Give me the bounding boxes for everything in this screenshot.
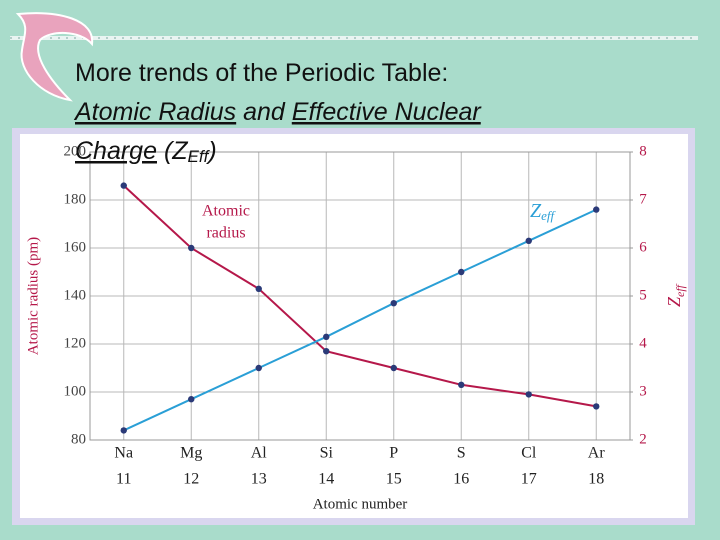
data-point <box>323 333 330 340</box>
x-tick-label: Si <box>320 445 334 462</box>
x-tick-number: 12 <box>183 471 199 488</box>
y-tick-label: 200 <box>64 143 87 159</box>
y-tick-label: 120 <box>64 335 87 351</box>
chart-panel <box>20 134 688 518</box>
title-segment: and <box>236 98 292 126</box>
y-tick-label: 180 <box>64 191 87 207</box>
title-segment: Charge <box>75 137 157 165</box>
annotation-zeff: Zeff <box>530 200 557 223</box>
x-tick-number: 14 <box>318 471 334 488</box>
x-tick-label: Al <box>251 445 268 462</box>
y2-tick-label: 7 <box>639 191 647 207</box>
data-point <box>255 364 262 372</box>
data-point <box>188 244 195 252</box>
x-tick-label: Na <box>114 445 133 462</box>
x-tick-number: 17 <box>521 471 537 488</box>
data-point <box>525 391 532 398</box>
y2-tick-label: 6 <box>639 239 647 255</box>
chart: 80 100 120 140 160 180 200 2 3 4 5 6 7 8 Na 11 Mg 12 Al 13 S… <box>25 143 686 512</box>
data-point <box>458 268 465 276</box>
title-line: More trends of the Periodic Table: <box>75 59 448 87</box>
series-line <box>123 208 597 432</box>
data-point <box>390 300 397 307</box>
y2-tick-label: 8 <box>639 143 647 159</box>
x-tick-label: Ar <box>588 445 606 462</box>
y2-axis-label-sub: eff <box>673 283 687 297</box>
data-point <box>323 348 330 355</box>
title-segment: More trends of the Periodic Table: <box>75 59 448 87</box>
x-tick-label: S <box>457 445 466 462</box>
title-line: Atomic Radius and Effective Nuclear <box>73 98 482 126</box>
title-segment: Atomic Radius <box>73 98 236 126</box>
y2-tick-label: 3 <box>639 383 647 399</box>
x-tick-label: Mg <box>180 445 202 462</box>
annotation-zeff-main: Z <box>530 200 542 222</box>
y-tick-label: 160 <box>64 239 87 255</box>
slide-title: More trends of the Periodic Table: Atomic… <box>73 59 482 167</box>
title-segment: (Z <box>157 137 188 165</box>
x-axis-label: Atomic number <box>313 496 408 512</box>
y2-tick-label: 2 <box>639 431 647 447</box>
data-point <box>255 285 262 292</box>
title-segment: Effective Nuclear <box>292 98 483 126</box>
series-line <box>123 184 597 408</box>
data-point <box>188 396 195 403</box>
data-point <box>593 403 600 410</box>
y-tick-label: 140 <box>64 287 87 303</box>
x-tick-number: 16 <box>453 471 469 488</box>
y-axis-label: Atomic radius (pm) <box>25 237 41 355</box>
title-line: Charge (ZEff) <box>75 137 217 167</box>
data-point <box>458 381 465 388</box>
y-tick-label: 80 <box>71 431 86 447</box>
x-tick-label: P <box>389 445 398 462</box>
data-point <box>593 206 600 213</box>
plot-border <box>89 151 631 441</box>
annotation-radius: radius <box>206 225 245 242</box>
y2-axis-label: Zeff <box>664 283 687 307</box>
decor-swoosh <box>15 12 94 102</box>
x-tick-number: 18 <box>588 471 604 488</box>
title-segment: Eff <box>188 147 211 166</box>
title-segment: ) <box>205 137 216 165</box>
annotation-zeff-sub: eff <box>541 208 556 223</box>
y2-tick-label: 5 <box>639 287 647 303</box>
x-tick-number: 13 <box>251 471 267 488</box>
y2-tick-label: 4 <box>639 335 647 351</box>
y2-axis-label-main: Z <box>664 296 684 307</box>
data-point <box>525 237 532 244</box>
data-point <box>120 182 127 189</box>
x-tick-number: 15 <box>386 471 402 488</box>
annotation-radius: Atomic <box>202 203 250 220</box>
x-tick-label: Cl <box>521 445 537 462</box>
data-point <box>390 364 397 372</box>
x-tick-number: 11 <box>116 471 131 488</box>
y-tick-label: 100 <box>64 383 87 399</box>
data-point <box>120 427 127 434</box>
